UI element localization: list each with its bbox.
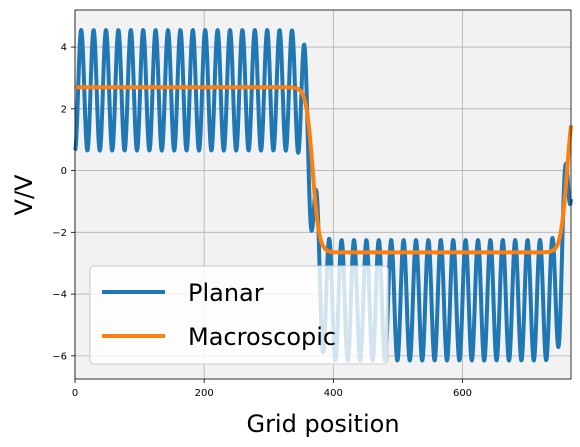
- series-line-macroscopic: [73, 85, 573, 255]
- x-tick-label: 400: [324, 388, 343, 399]
- plot-frame: [74, 9, 572, 380]
- x-tick-label: 0: [72, 388, 78, 399]
- legend: Planar Macroscopic: [89, 265, 389, 365]
- y-tick-label: −6: [52, 351, 67, 362]
- x-tick-label: 600: [453, 388, 472, 399]
- legend-label-planar: Planar: [188, 279, 264, 307]
- tick-marks: 0 200 400 600 −6 −4 −2 0 2 4: [52, 43, 472, 399]
- legend-label-macroscopic: Macroscopic: [188, 323, 336, 351]
- y-tick-label: −4: [52, 290, 67, 301]
- x-tick-label: 200: [195, 388, 214, 399]
- y-tick-label: 2: [61, 104, 67, 115]
- y-tick-label: 0: [61, 166, 67, 177]
- y-tick-label: 4: [61, 43, 67, 54]
- y-axis-label: V/V: [10, 174, 38, 216]
- x-axis-label: Grid position: [246, 410, 399, 438]
- y-tick-label: −2: [52, 228, 67, 239]
